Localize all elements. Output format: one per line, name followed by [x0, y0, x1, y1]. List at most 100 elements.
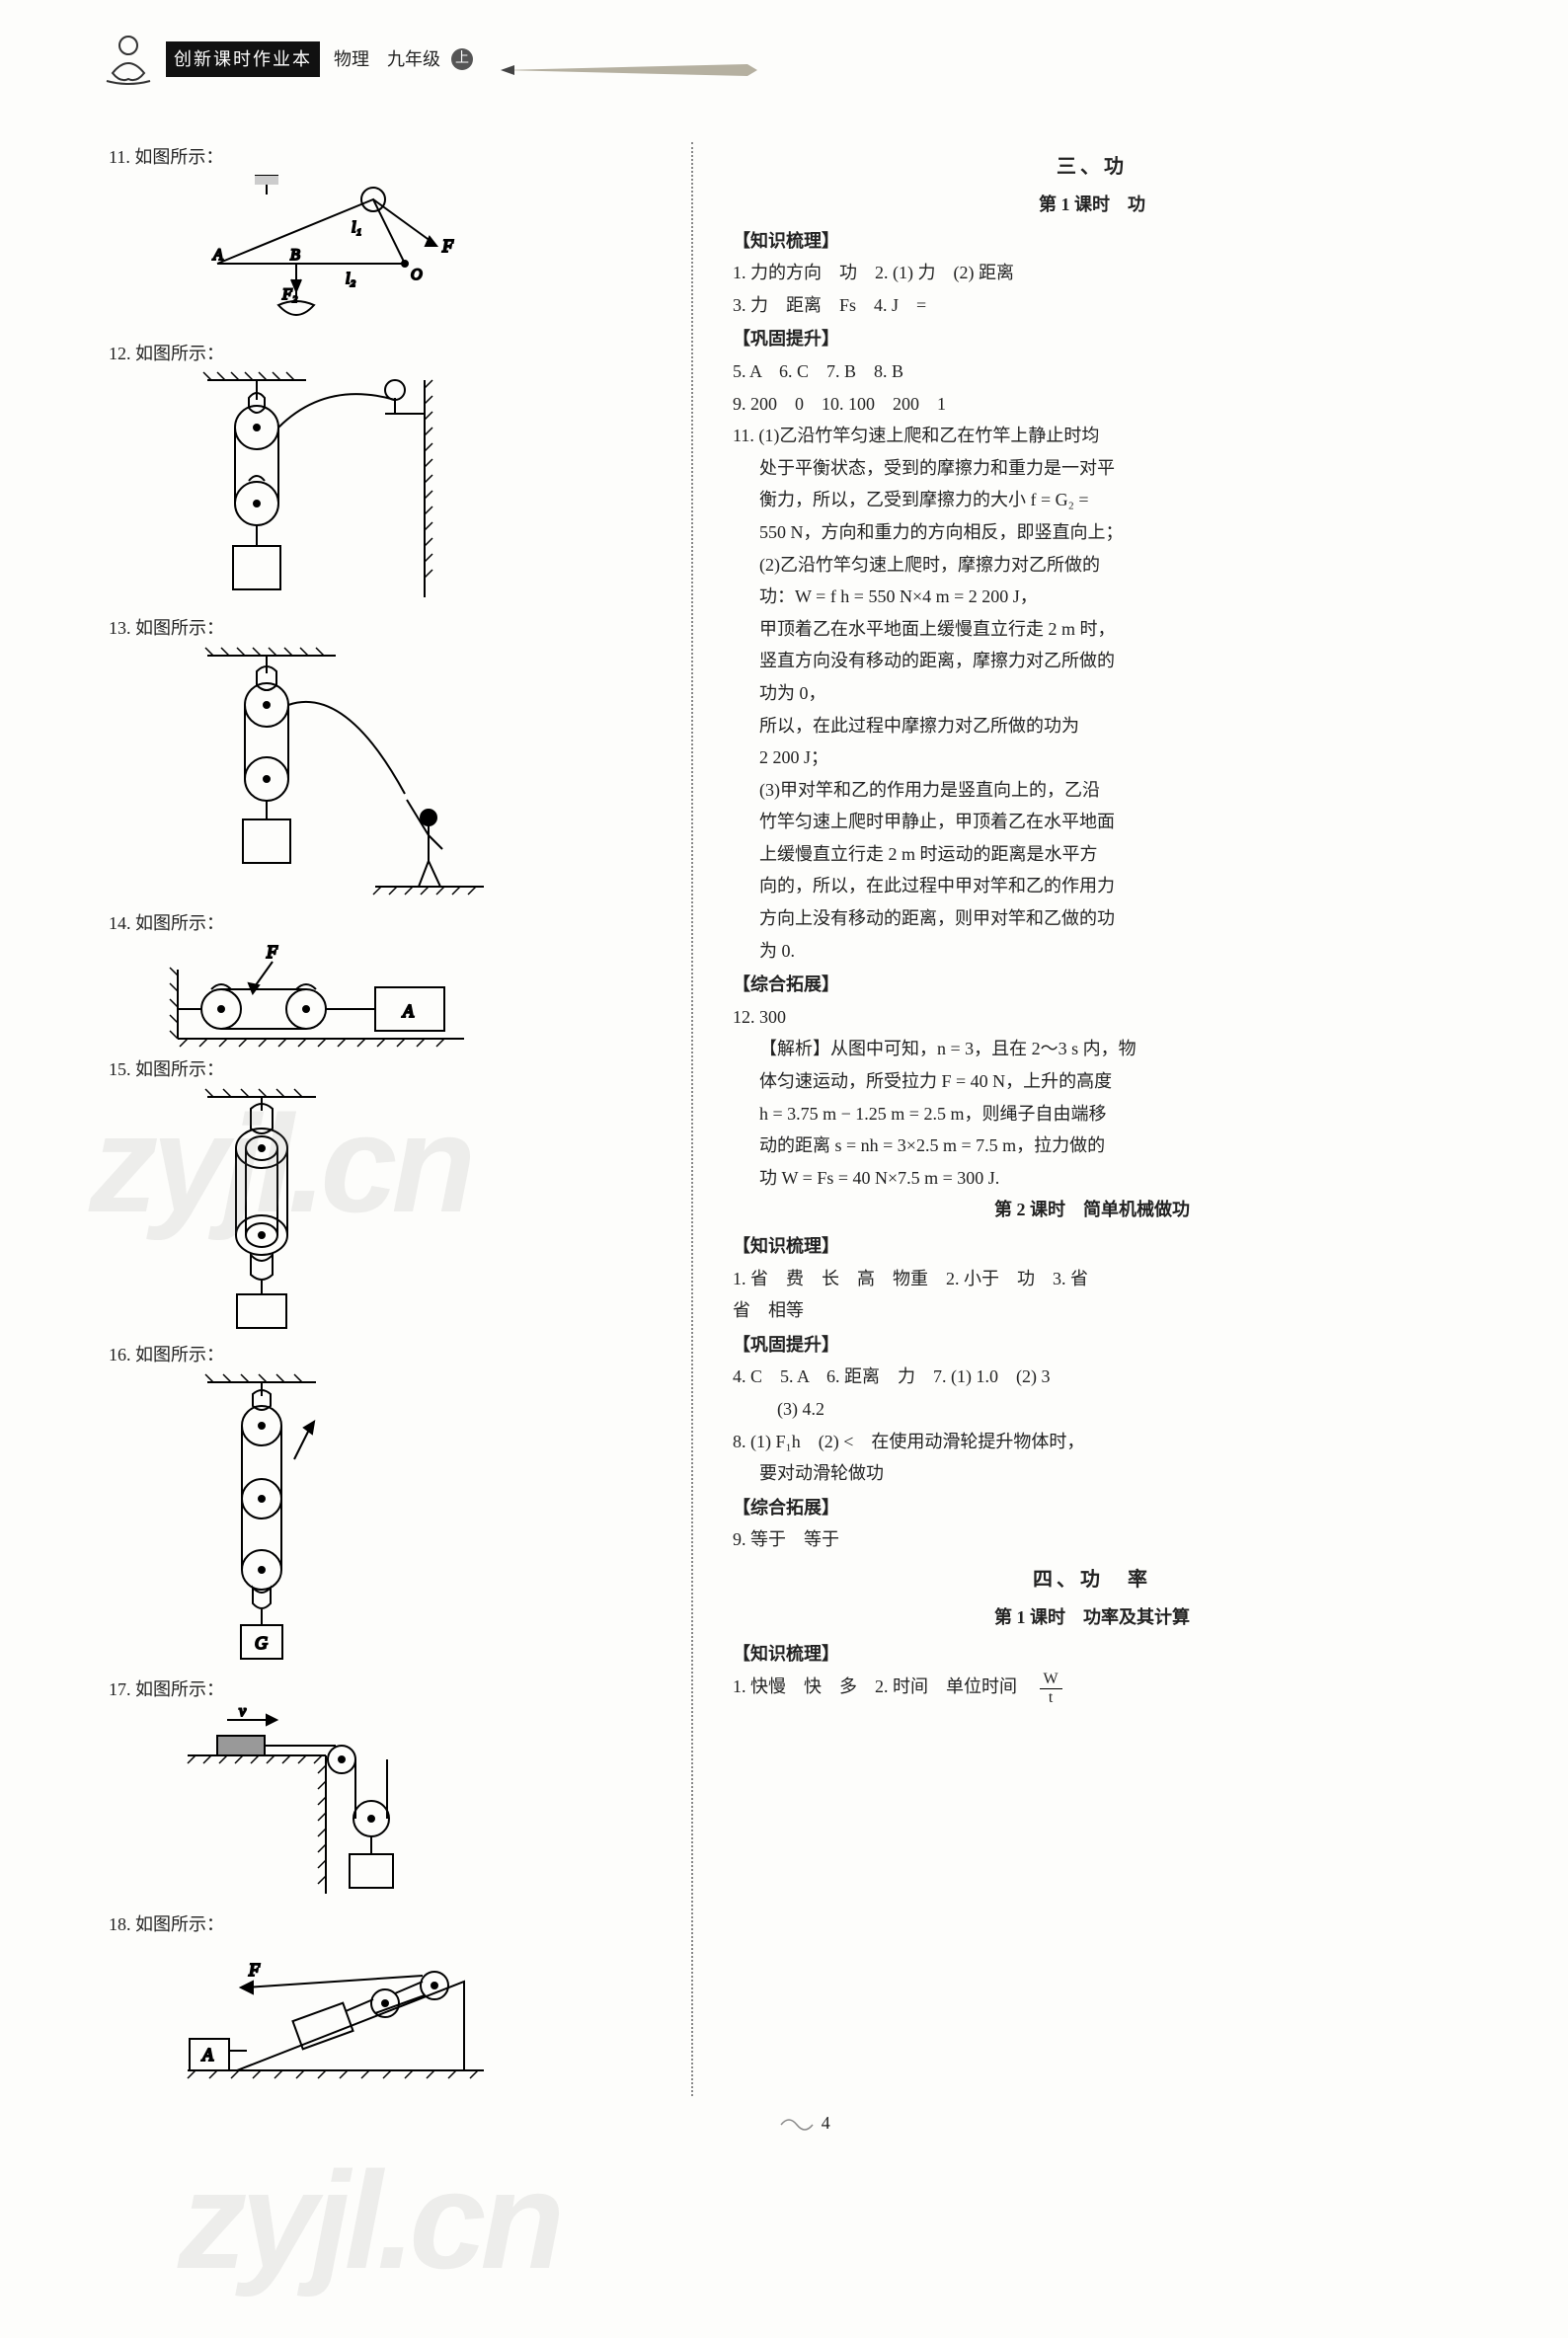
heading-gonggu-2: 【巩固提升】 [733, 1330, 1451, 1361]
problem-label: 15. 如图所示： [109, 1059, 224, 1079]
figure-11: F A B l₁ l₂ O F₂ [178, 175, 662, 333]
answer-line: 为 0. [733, 936, 1451, 967]
answer-line: h = 3.75 m − 1.25 m = 2.5 m，则绳子自由端移 [733, 1099, 1451, 1130]
lesson-1-title: 第 1 课时 功 [733, 190, 1451, 220]
figure-12 [178, 370, 662, 607]
heading-zonghe: 【综合拓展】 [733, 970, 1451, 1000]
problem-11: 11. 如图所示： F A B l₁ [99, 142, 662, 333]
svg-text:B: B [290, 247, 300, 264]
svg-text:v: v [239, 1706, 247, 1720]
pencil-icon [501, 55, 757, 63]
svg-text:l₂: l₂ [346, 271, 355, 287]
answer-line: (2)乙沿竹竿匀速上爬时，摩擦力对乙所做的 [733, 550, 1451, 581]
problem-label: 17. 如图所示： [109, 1679, 224, 1699]
problem-label: 14. 如图所示： [109, 913, 224, 933]
heading-zhishi-2: 【知识梳理】 [733, 1231, 1451, 1262]
problem-17: 17. 如图所示： v [99, 1675, 662, 1905]
answer-line: 5. A 6. C 7. B 8. B [733, 356, 1451, 387]
answer-line: 甲顶着乙在水平地面上缓慢直立行走 2 m 时， [733, 614, 1451, 645]
grade-badge: 上 [451, 48, 473, 70]
answer-line: 1. 省 费 长 高 物重 2. 小于 功 3. 省 [733, 1264, 1451, 1294]
answer-line: 【解析】从图中可知，n = 3，且在 2～3 s 内，物 [733, 1034, 1451, 1064]
answer-line: (3) 4.2 [733, 1394, 1451, 1425]
problem-label: 11. 如图所示： [109, 147, 223, 167]
figure-17: v [178, 1706, 662, 1904]
section-4-title: 四、功 率 [733, 1563, 1451, 1597]
heading-zhishi: 【知识梳理】 [733, 226, 1451, 257]
right-column: 三、功 第 1 课时 功 【知识梳理】 1. 力的方向 功 2. (1) 力 (… [691, 142, 1451, 2096]
fraction-denominator: t [1040, 1689, 1062, 1707]
svg-text:l₁: l₁ [352, 219, 361, 236]
svg-text:A: A [212, 247, 223, 264]
answer-line: 竹竿匀速上爬时甲静止，甲顶着乙在水平地面 [733, 807, 1451, 837]
problem-label: 13. 如图所示： [109, 618, 224, 638]
problem-label: 16. 如图所示： [109, 1345, 224, 1364]
figure-13 [178, 646, 662, 902]
page-number-value: 4 [822, 2113, 830, 2133]
answer-line: 11. (1)乙沿竹竿匀速上爬和乙在竹竿上静止时均 [733, 421, 1451, 451]
section-3-title: 三、功 [733, 150, 1451, 184]
problem-label: 18. 如图所示： [109, 1914, 224, 1934]
answer-line: 2 200 J； [733, 742, 1451, 773]
page-number: 4 [99, 2108, 1509, 2139]
fraction-numerator: W [1040, 1671, 1062, 1689]
svg-text:F: F [248, 1960, 261, 1980]
header-title: 创新课时作业本 [166, 41, 320, 78]
problem-14: 14. 如图所示： F [99, 908, 662, 1050]
answer-line: 1. 快慢 快 多 2. 时间 单位时间 W t [733, 1671, 1451, 1706]
header-subject: 物理 九年级 [334, 44, 440, 75]
answer-line: 4. C 5. A 6. 距离 力 7. (1) 1.0 (2) 3 [733, 1362, 1451, 1392]
answer-line: 550 N，方向和重力的方向相反，即竖直向上； [733, 517, 1451, 548]
answer-line: 功：W = f h = 550 N×4 m = 2 200 J， [733, 582, 1451, 612]
answer-line: 9. 200 0 10. 100 200 1 [733, 389, 1451, 420]
figure-15 [178, 1087, 662, 1334]
answer-line: 8. (1) F₁h (2) < 在使用动滑轮提升物体时， [733, 1427, 1451, 1457]
answer-line: 功为 0， [733, 678, 1451, 709]
problem-18: 18. 如图所示： [99, 1909, 662, 2090]
heading-zhishi-3: 【知识梳理】 [733, 1639, 1451, 1670]
problem-12: 12. 如图所示： [99, 339, 662, 608]
answer-line: 体匀速运动，所受拉力 F = 40 N，上升的高度 [733, 1066, 1451, 1097]
answer-line: (3)甲对竿和乙的作用力是竖直向上的，乙沿 [733, 775, 1451, 806]
page-header: 创新课时作业本 物理 九年级 上 [99, 30, 1509, 89]
lesson-4-1-title: 第 1 课时 功率及其计算 [733, 1602, 1451, 1633]
fraction: W t [1040, 1671, 1062, 1706]
wave-divider [99, 109, 612, 118]
svg-text:F: F [441, 236, 454, 256]
answer-line: 所以，在此过程中摩擦力对乙所做的功为 [733, 711, 1451, 741]
answer-line: 3. 力 距离 Fs 4. J = [733, 290, 1451, 321]
answer-line: 处于平衡状态，受到的摩擦力和重力是一对平 [733, 453, 1451, 484]
problem-label: 12. 如图所示： [109, 344, 224, 363]
figure-14: F [158, 940, 662, 1049]
left-column: 11. 如图所示： F A B l₁ [99, 142, 691, 2096]
answer-line: 功 W = Fs = 40 N×7.5 m = 300 J. [733, 1163, 1451, 1194]
answer-line: 向的，所以，在此过程中甲对竿和乙的作用力 [733, 871, 1451, 901]
answer-line: 竖直方向没有移动的距离，摩擦力对乙所做的 [733, 646, 1451, 676]
svg-text:A: A [402, 1001, 415, 1021]
svg-text:G: G [255, 1633, 268, 1653]
figure-18: F A [178, 1942, 662, 2090]
answer-line: 衡力，所以，乙受到摩擦力的大小 f = G₂ = [733, 485, 1451, 515]
answer-line: 上缓慢直立行走 2 m 时运动的距离是水平方 [733, 839, 1451, 870]
svg-text:O: O [411, 267, 423, 283]
problem-15: 15. 如图所示： [99, 1054, 662, 1334]
heading-zonghe-2: 【综合拓展】 [733, 1493, 1451, 1523]
answer-line: 12. 300 [733, 1002, 1451, 1033]
problem-16: 16. 如图所示： G [99, 1340, 662, 1669]
content-columns: 11. 如图所示： F A B l₁ [99, 142, 1509, 2096]
watermark: zyjl.cn [178, 2103, 559, 2338]
svg-text:A: A [201, 2045, 214, 2065]
answer-line: 方向上没有移动的距离，则甲对竿和乙做的功 [733, 903, 1451, 934]
answer-line: 要对动滑轮做功 [733, 1458, 1451, 1489]
svg-text:F: F [266, 942, 278, 962]
answer-line: 1. 力的方向 功 2. (1) 力 (2) 距离 [733, 258, 1451, 288]
heading-gonggu: 【巩固提升】 [733, 324, 1451, 354]
problem-13: 13. 如图所示： [99, 613, 662, 902]
logo-icon [99, 30, 158, 89]
answer-line: 9. 等于 等于 [733, 1524, 1451, 1555]
answer-text: 1. 快慢 快 多 2. 时间 单位时间 [733, 1676, 1035, 1696]
lesson-2-title: 第 2 课时 简单机械做功 [733, 1195, 1451, 1225]
answer-line: 省 相等 [733, 1295, 1451, 1326]
answer-line: 动的距离 s = nh = 3×2.5 m = 7.5 m，拉力做的 [733, 1130, 1451, 1161]
figure-16: G [178, 1372, 662, 1669]
